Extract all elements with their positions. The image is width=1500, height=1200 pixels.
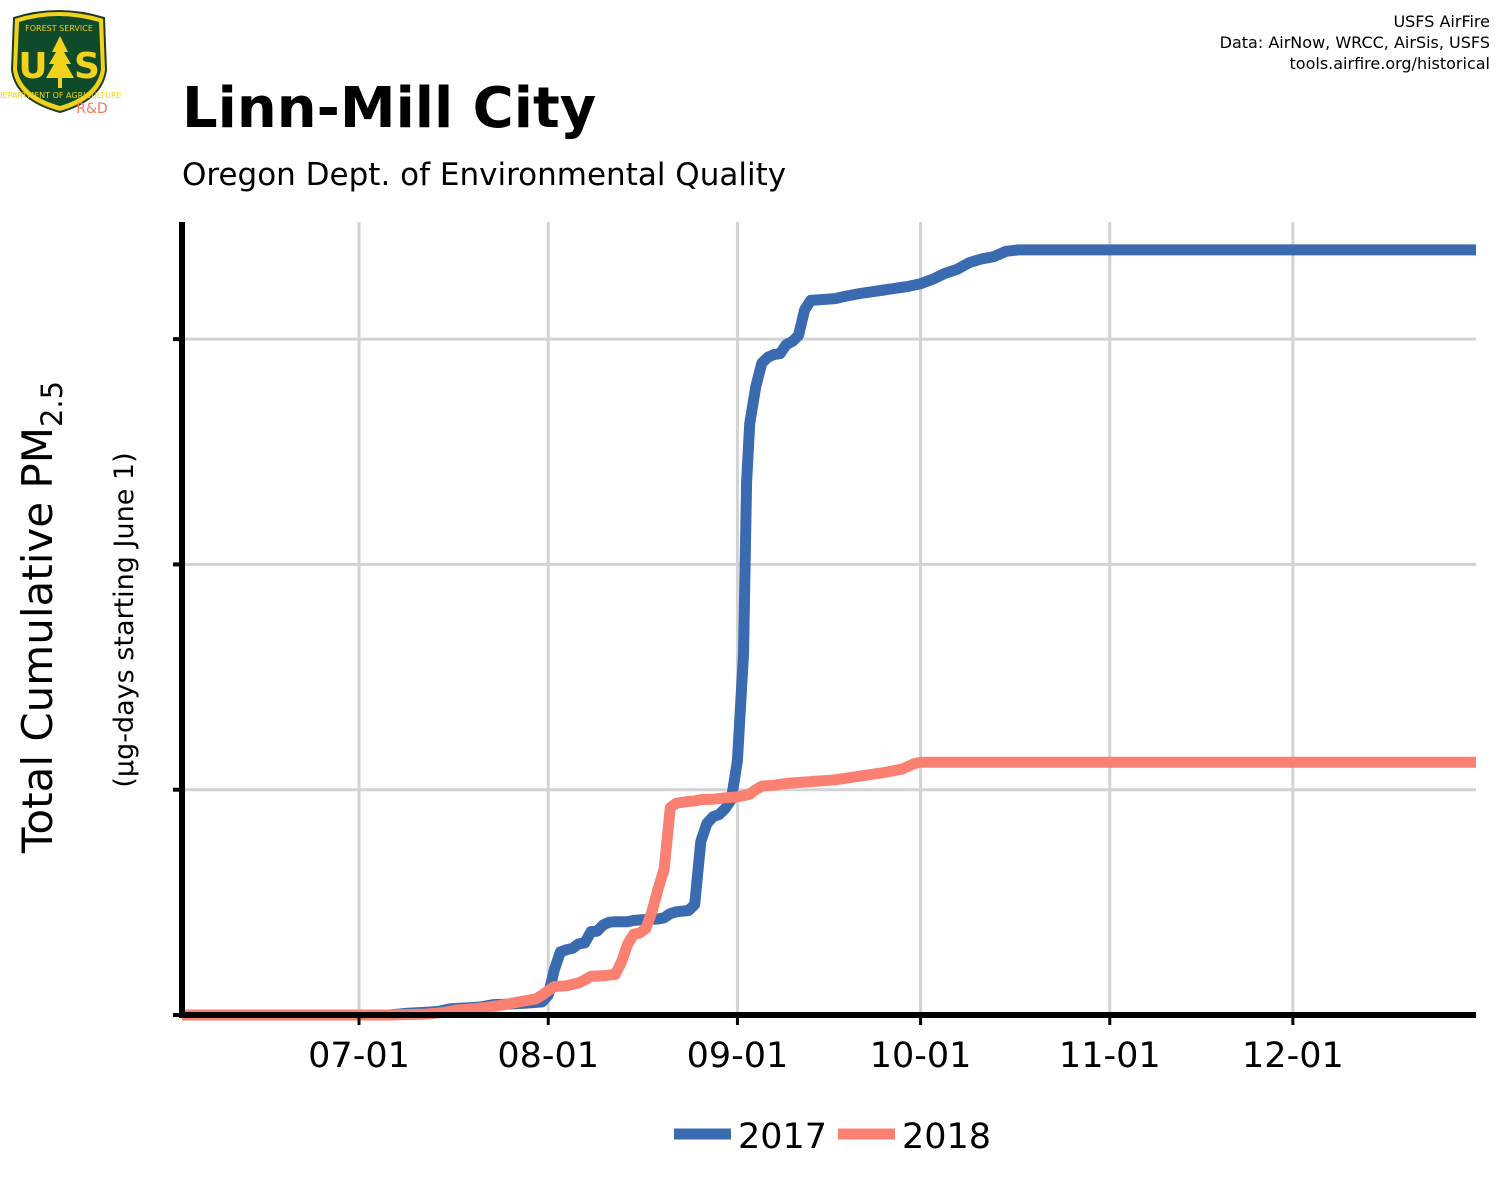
usfs-logo: FOREST SERVICE U S DEPARTMENT OF AGRICUL… xyxy=(0,10,122,117)
x-tick-label-09-01: 09-01 xyxy=(687,1036,789,1076)
y-axis-label-subscript: 2.5 xyxy=(35,381,69,427)
logo-division: R&D xyxy=(76,101,107,117)
x-tick-label-11-01: 11-01 xyxy=(1059,1036,1161,1076)
credit-line-2: Data: AirNow, WRCC, AirSis, USFS xyxy=(1220,33,1490,52)
tree-icon xyxy=(46,36,74,88)
credits: USFS AirFire Data: AirNow, WRCC, AirSis,… xyxy=(1220,12,1490,73)
y-axis-label-main: Total Cumulative PM xyxy=(13,427,62,854)
grid xyxy=(182,222,1476,1015)
y-axis-secondary-label: (µg-days starting June 1) xyxy=(109,452,140,787)
x-tick-label-10-01: 10-01 xyxy=(870,1036,972,1076)
series-line-2018 xyxy=(182,756,1476,1021)
series-line-2017 xyxy=(182,244,1476,1021)
series-lines xyxy=(182,244,1476,1021)
credit-line-1: USFS AirFire xyxy=(1393,12,1490,31)
logo-org-bottom: DEPARTMENT OF AGRICULTURE xyxy=(0,91,122,100)
x-tick-labels: 07-01 08-01 09-01 10-01 11-01 12-01 xyxy=(308,1036,1344,1076)
legend: 2017 2018 xyxy=(674,1117,991,1157)
axes xyxy=(173,222,1476,1025)
x-tick-label-12-01: 12-01 xyxy=(1242,1036,1344,1076)
legend-label-2017: 2017 xyxy=(738,1117,827,1157)
x-tick-label-07-01: 07-01 xyxy=(308,1036,410,1076)
logo-letter-s: S xyxy=(74,46,100,87)
logo-org-top: FOREST SERVICE xyxy=(25,24,93,33)
chart-title: Linn-Mill City xyxy=(182,76,596,141)
credit-line-3: tools.airfire.org/historical xyxy=(1290,54,1490,73)
chart-subtitle: Oregon Dept. of Environmental Quality xyxy=(182,157,786,193)
x-tick-label-08-01: 08-01 xyxy=(497,1036,599,1076)
legend-label-2018: 2018 xyxy=(902,1117,991,1157)
logo-letter-u: U xyxy=(18,46,47,87)
y-axis-label: Total Cumulative PM2.5 xyxy=(13,381,69,854)
